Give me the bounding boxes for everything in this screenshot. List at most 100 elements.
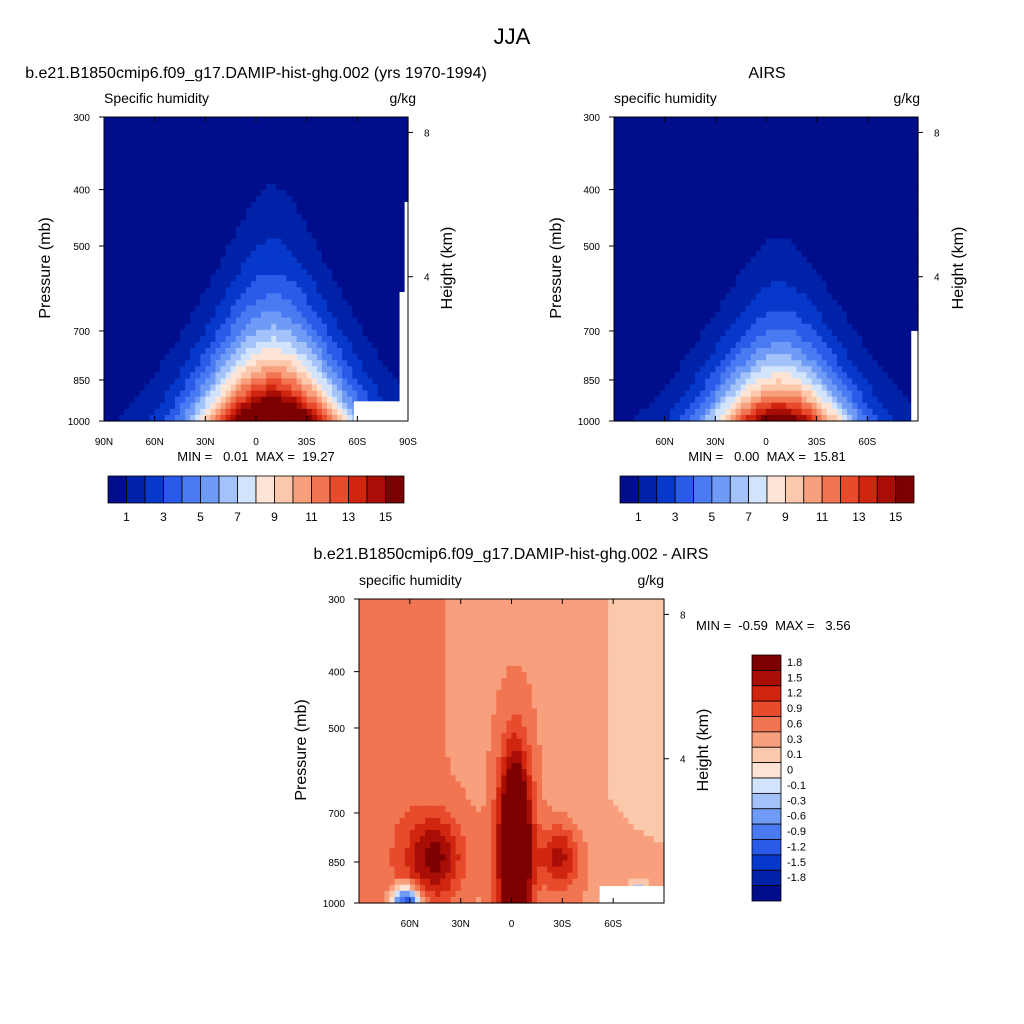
contour-cell [791, 117, 797, 124]
contour-cell [109, 384, 115, 392]
contour-cell [119, 275, 125, 282]
contour-cell [634, 189, 640, 197]
contour-cell [220, 275, 227, 282]
contour-cell [806, 165, 813, 173]
contour-cell [392, 317, 399, 325]
contour-cell [831, 123, 838, 130]
contour-cell [134, 202, 141, 209]
contour-cell [892, 214, 899, 221]
contour-cell [730, 256, 737, 264]
contour-cell [907, 299, 914, 307]
contour-cell [235, 269, 242, 276]
contour-cell [811, 256, 818, 264]
contour-cell [185, 165, 191, 173]
contour-cell [256, 335, 262, 343]
contour-cell [776, 196, 782, 203]
contour-cell [664, 275, 671, 282]
contour-cell [164, 256, 171, 264]
contour-cell [230, 329, 237, 337]
contour-cell [185, 317, 191, 325]
contour-cell [124, 396, 130, 404]
contour-cell [907, 189, 914, 197]
contour-cell [382, 341, 389, 349]
contour-cell [897, 165, 904, 173]
contour-cell [230, 396, 237, 404]
contour-cell [129, 147, 135, 155]
contour-cell [392, 256, 399, 264]
contour-cell [306, 123, 313, 130]
contour-cell [907, 177, 914, 185]
contour-cell [644, 135, 651, 142]
contour-cell [174, 372, 181, 380]
contour-cell [332, 226, 338, 234]
contour-cell [674, 244, 681, 252]
contour-cell [392, 117, 399, 124]
contour-cell [149, 335, 156, 343]
contour-cell [266, 183, 272, 191]
contour-cell [347, 269, 353, 276]
contour-cell [337, 183, 343, 191]
contour-cell [639, 147, 645, 155]
contour-cell [225, 196, 232, 203]
contour-cell [852, 141, 858, 148]
contour-cell [296, 341, 303, 349]
contour-cell [639, 269, 645, 276]
contour-cell [180, 238, 186, 246]
contour-cell [644, 208, 651, 215]
contour-cell [337, 366, 343, 373]
contour-cell [730, 281, 737, 288]
contour-cell [306, 256, 313, 264]
contour-cell [710, 159, 716, 167]
contour-cell [134, 135, 141, 142]
contour-cell [190, 281, 196, 288]
contour-cell [862, 244, 868, 252]
contour-cell [392, 177, 399, 185]
contour-cell [826, 153, 833, 161]
contour-cell [326, 196, 333, 203]
contour-cell [806, 183, 813, 191]
contour-cell [180, 214, 186, 221]
contour-cell [164, 402, 171, 410]
contour-cell [877, 305, 884, 313]
contour-cell [301, 348, 308, 355]
contour-cell [296, 171, 303, 179]
contour-cell [261, 129, 267, 136]
contour-cell [821, 129, 828, 136]
contour-cell [392, 335, 399, 343]
contour-cell [144, 183, 151, 191]
contour-cell [337, 360, 343, 367]
contour-cell [867, 293, 873, 300]
contour-cell [190, 208, 196, 215]
contour-cell [781, 244, 787, 252]
contour-cell [220, 129, 227, 136]
contour-cell [740, 129, 747, 136]
contour-cell [109, 196, 115, 203]
contour-cell [291, 384, 298, 392]
contour-cell [387, 214, 394, 221]
contour-cell [266, 329, 272, 337]
contour-cell [169, 372, 176, 380]
contour-cell [735, 293, 742, 300]
contour-cell [644, 226, 651, 234]
contour-cell [715, 117, 721, 124]
contour-cell [144, 244, 151, 252]
contour-cell [649, 165, 656, 173]
contour-cell [755, 275, 762, 282]
contour-cell [271, 396, 277, 404]
contour-cell [867, 305, 873, 313]
contour-cell [159, 414, 166, 422]
contour-cell [786, 202, 792, 209]
contour-cell [210, 335, 217, 343]
contour-cell [367, 196, 374, 203]
contour-cell [311, 141, 318, 148]
contour-cell [276, 262, 282, 270]
contour-cell [614, 281, 620, 288]
contour-cell [119, 208, 125, 215]
contour-cell [250, 262, 257, 270]
contour-cell [291, 341, 298, 349]
contour-cell [669, 275, 676, 282]
contour-cell [174, 269, 181, 276]
contour-cell [882, 275, 889, 282]
contour-cell [760, 135, 767, 142]
contour-cell [250, 117, 257, 124]
